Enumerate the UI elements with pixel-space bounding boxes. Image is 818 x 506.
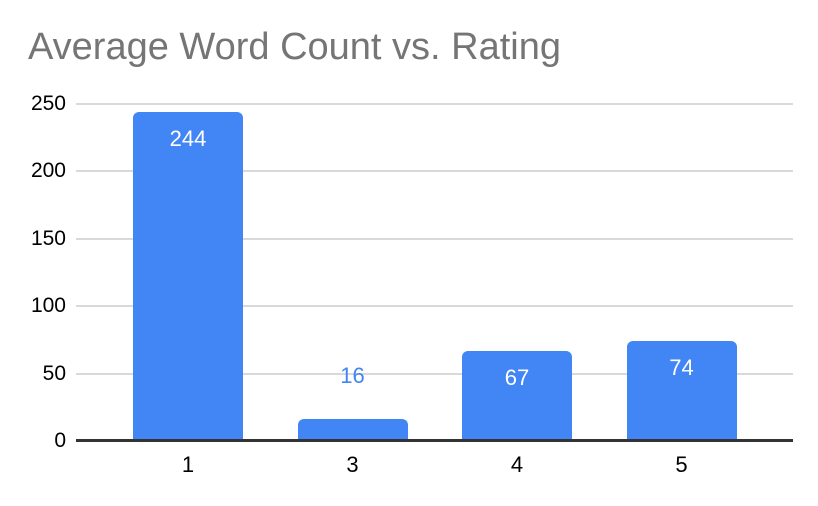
bar-value-label: 16 xyxy=(340,363,365,389)
bar-value-label: 74 xyxy=(669,355,694,381)
x-axis-baseline xyxy=(76,439,793,442)
x-tick-label: 1 xyxy=(181,452,195,477)
bar-rating-3[interactable] xyxy=(297,419,408,441)
bar-rating-1[interactable] xyxy=(133,112,243,441)
gridline xyxy=(76,103,793,105)
y-tick-label: 250 xyxy=(30,92,66,115)
gridline xyxy=(76,372,793,375)
x-tick-label: 4 xyxy=(510,452,524,477)
y-tick-label: 50 xyxy=(42,361,66,385)
y-tick-label: 100 xyxy=(30,294,66,318)
bar-value-label: 67 xyxy=(504,364,530,390)
bar-value-label: 244 xyxy=(169,126,207,152)
bar-rating-4[interactable] xyxy=(462,350,572,441)
chart-title: Average Word Count vs. Rating xyxy=(28,26,561,68)
x-tick-label: 5 xyxy=(675,452,688,477)
gridline xyxy=(76,170,793,173)
bar-rating-5[interactable] xyxy=(626,341,737,441)
x-tick-label: 3 xyxy=(346,452,359,477)
gridline xyxy=(76,305,793,308)
y-tick-label: 150 xyxy=(30,226,66,250)
y-tick-label: 200 xyxy=(30,159,66,183)
gridline xyxy=(76,237,793,240)
y-tick-label: 0 xyxy=(54,429,66,452)
